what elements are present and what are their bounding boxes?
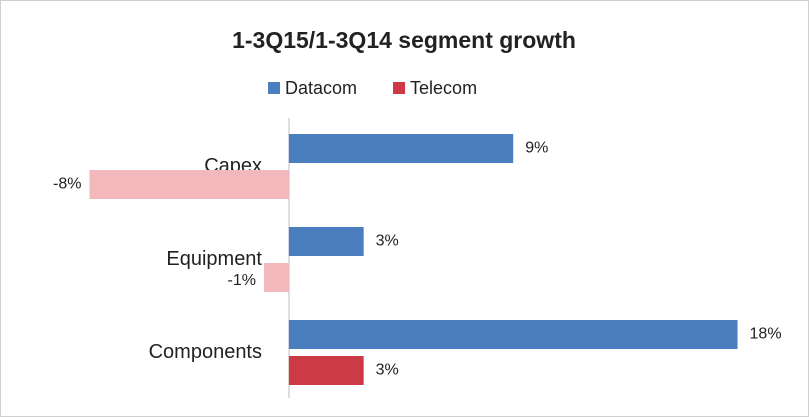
value-label: 18% <box>750 326 782 343</box>
chart-title: 1-3Q15/1-3Q14 segment growth <box>232 27 576 53</box>
value-label: 3% <box>376 233 399 250</box>
value-label: 3% <box>376 362 399 379</box>
legend-swatch <box>268 82 280 94</box>
legend-label: Telecom <box>410 78 477 98</box>
bar <box>263 263 289 292</box>
category-label: Equipment <box>166 248 262 270</box>
bar <box>288 356 364 385</box>
category-label: Components <box>149 341 262 363</box>
bar <box>288 320 738 349</box>
bar <box>89 170 289 199</box>
value-label: -1% <box>227 272 255 289</box>
bar <box>288 134 514 163</box>
legend-label: Datacom <box>285 78 357 98</box>
value-label: 9% <box>525 140 548 157</box>
legend-swatch <box>393 82 406 94</box>
bar <box>288 227 364 256</box>
value-label: -8% <box>53 176 81 193</box>
